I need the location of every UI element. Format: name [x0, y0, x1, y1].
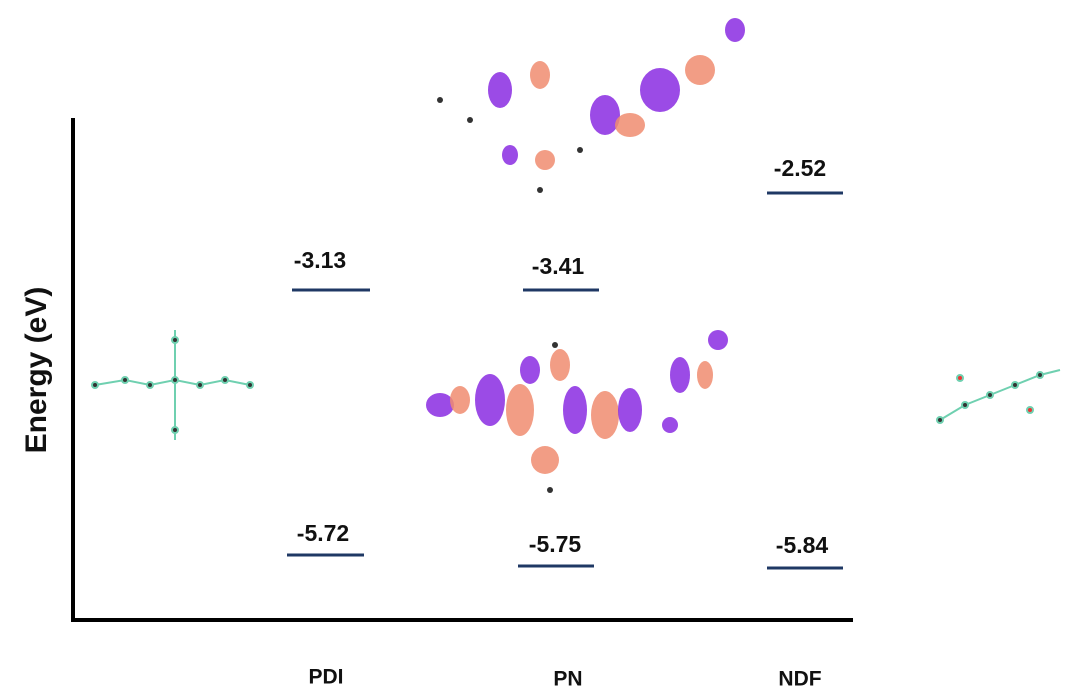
homo-value: -5.72 [297, 520, 349, 546]
lumo-value: -3.41 [532, 253, 585, 279]
ndf-molecule [936, 369, 1061, 424]
homo-value: -5.84 [776, 532, 829, 558]
lumo-value: -2.52 [774, 155, 826, 181]
column-label: NDF [778, 668, 821, 691]
homo-value: -5.75 [529, 531, 582, 557]
pdi-molecule [91, 330, 254, 440]
pn-homo-orbital [426, 330, 728, 493]
y-axis-label: Energy (eV) [20, 287, 53, 454]
pn-lumo-orbital [437, 18, 745, 193]
lumo-value: -3.13 [294, 247, 346, 273]
column-label: PDI [308, 666, 343, 689]
column-label: PN [553, 668, 582, 691]
